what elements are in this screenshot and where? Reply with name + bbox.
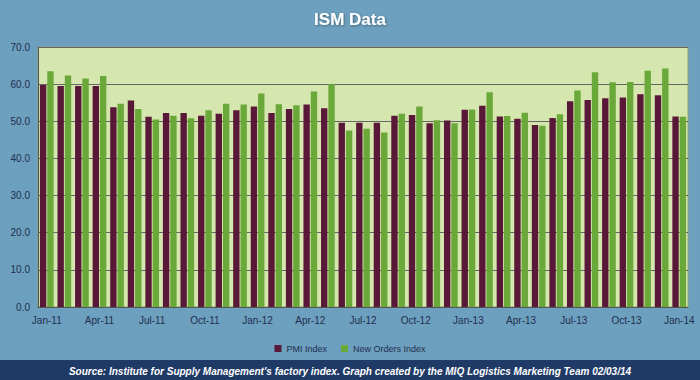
svg-text:40.0: 40.0 — [11, 153, 31, 164]
svg-text:New Orders Index: New Orders Index — [353, 344, 426, 354]
svg-text:Jan-12: Jan-12 — [242, 315, 273, 326]
svg-text:Oct-13: Oct-13 — [612, 315, 642, 326]
svg-text:Jul-11: Jul-11 — [139, 315, 166, 326]
svg-text:Oct-11: Oct-11 — [190, 315, 220, 326]
svg-text:Jan-11: Jan-11 — [32, 315, 62, 326]
svg-text:Apr-12: Apr-12 — [295, 315, 325, 326]
svg-text:70.0: 70.0 — [11, 42, 31, 53]
svg-text:Source: Institute for Supply M: Source: Institute for Supply Management'… — [69, 366, 632, 377]
svg-text:PMI Index: PMI Index — [286, 344, 327, 354]
svg-text:Jul-12: Jul-12 — [349, 315, 377, 326]
svg-text:0.0: 0.0 — [16, 302, 30, 313]
svg-text:Jul-13: Jul-13 — [560, 315, 588, 326]
svg-text:60.0: 60.0 — [11, 79, 31, 90]
svg-text:10.0: 10.0 — [11, 264, 31, 275]
svg-text:Apr-11: Apr-11 — [85, 315, 115, 326]
svg-text:Jan-13: Jan-13 — [453, 315, 484, 326]
svg-text:50.0: 50.0 — [11, 116, 31, 127]
svg-text:ISM Data: ISM Data — [314, 10, 386, 29]
svg-text:Jan-14: Jan-14 — [664, 315, 695, 326]
svg-text:20.0: 20.0 — [11, 227, 31, 238]
svg-text:Oct-12: Oct-12 — [401, 315, 431, 326]
svg-text:Apr-13: Apr-13 — [506, 315, 536, 326]
svg-text:30.0: 30.0 — [11, 190, 31, 201]
